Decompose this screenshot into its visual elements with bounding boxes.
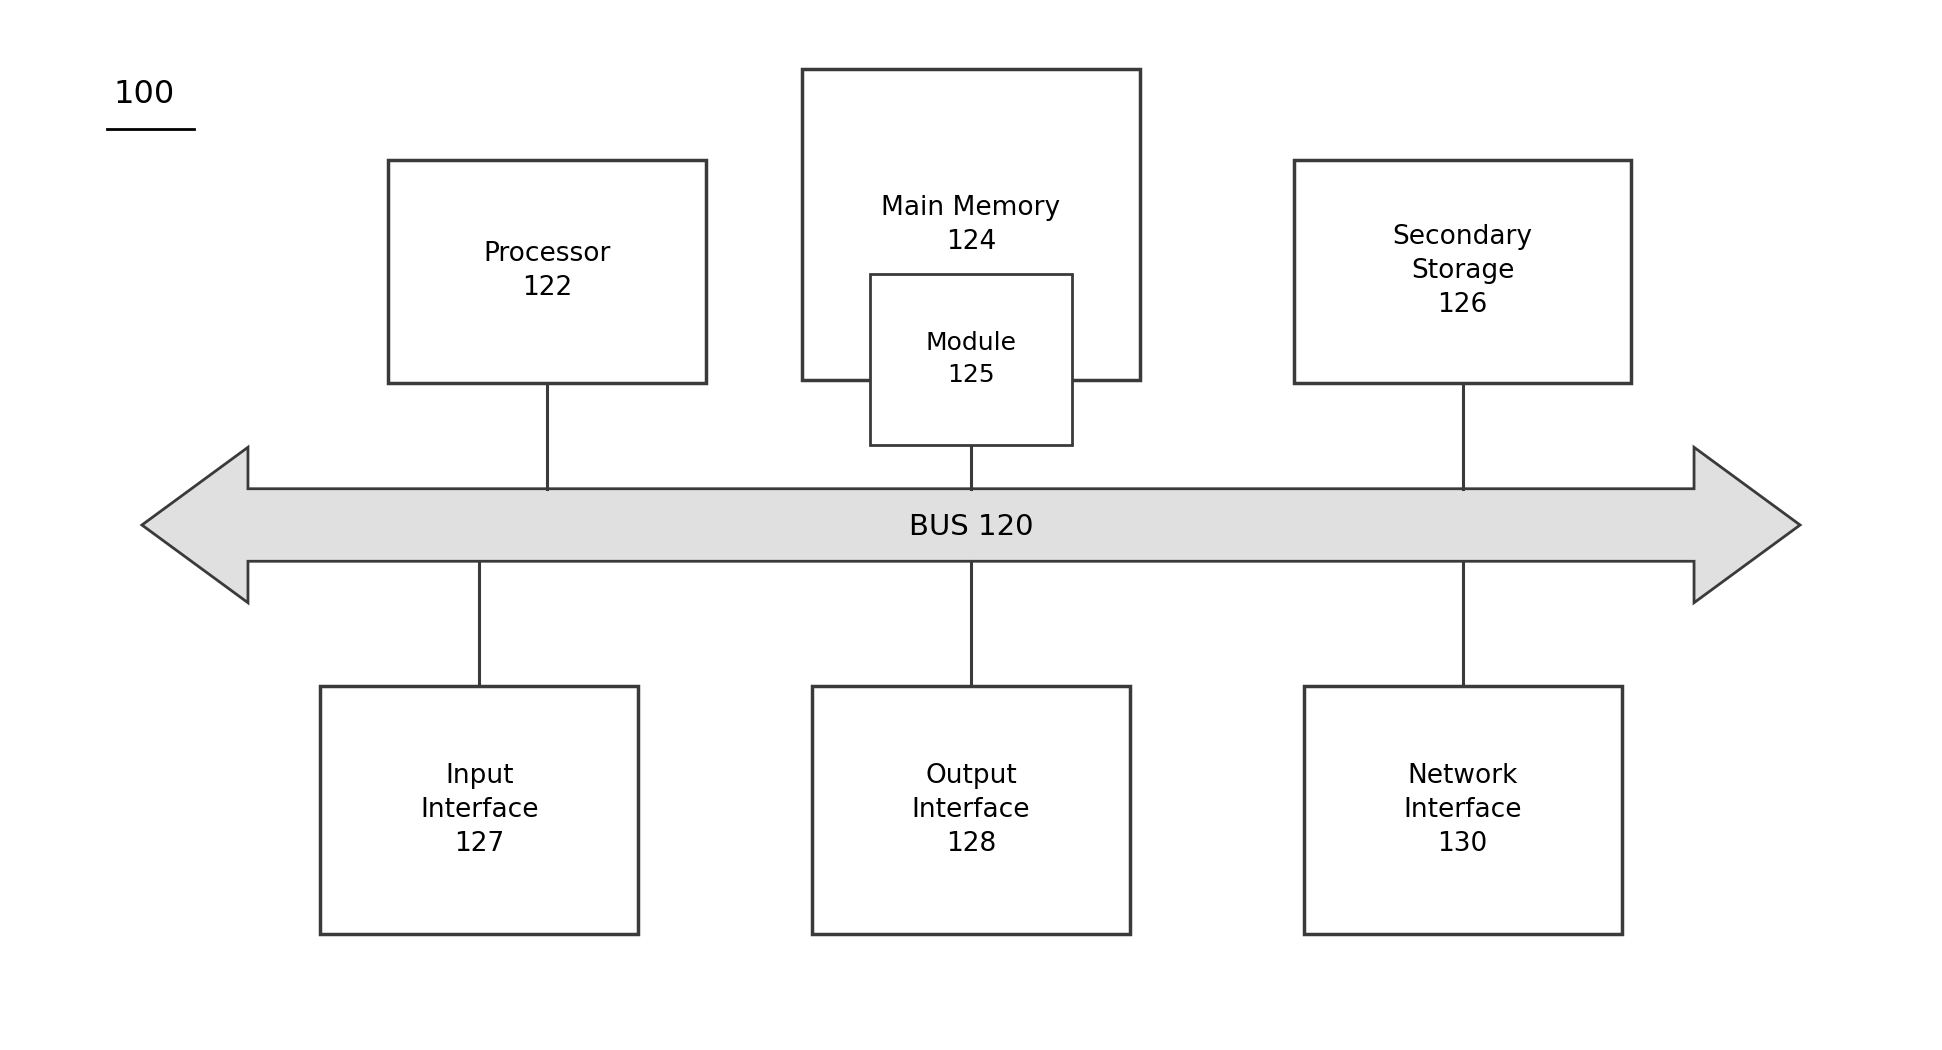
- Text: Main Memory
124: Main Memory 124: [882, 194, 1060, 254]
- Text: Secondary
Storage
126: Secondary Storage 126: [1392, 224, 1532, 318]
- Text: Module
125: Module 125: [926, 332, 1016, 387]
- FancyBboxPatch shape: [320, 686, 639, 934]
- FancyBboxPatch shape: [1303, 686, 1622, 934]
- FancyBboxPatch shape: [812, 686, 1130, 934]
- Polygon shape: [142, 447, 1800, 603]
- Text: Output
Interface
128: Output Interface 128: [911, 763, 1031, 857]
- Text: Processor
122: Processor 122: [484, 242, 610, 301]
- Text: 100: 100: [113, 80, 175, 110]
- Text: BUS 120: BUS 120: [909, 513, 1033, 541]
- FancyBboxPatch shape: [870, 274, 1072, 445]
- Text: Input
Interface
127: Input Interface 127: [419, 763, 538, 857]
- Text: Network
Interface
130: Network Interface 130: [1404, 763, 1523, 857]
- FancyBboxPatch shape: [802, 69, 1140, 380]
- FancyBboxPatch shape: [1293, 160, 1631, 382]
- FancyBboxPatch shape: [388, 160, 705, 382]
